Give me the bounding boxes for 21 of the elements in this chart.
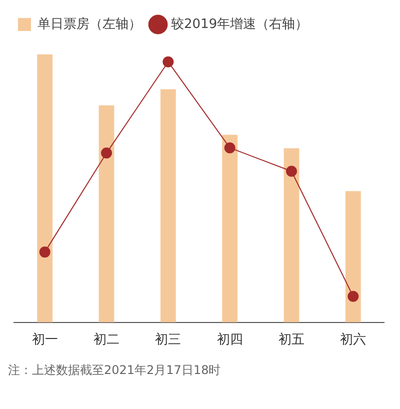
x-tick-label: 初五 bbox=[278, 332, 304, 348]
point bbox=[39, 246, 50, 258]
bar bbox=[98, 105, 114, 322]
bar bbox=[284, 148, 300, 322]
point bbox=[286, 166, 297, 177]
x-tick-label: 初一 bbox=[32, 332, 58, 348]
legend-label: 较2019年增速（右轴） bbox=[171, 16, 308, 32]
legend-label: 单日票房（左轴） bbox=[38, 16, 142, 32]
bar bbox=[345, 191, 361, 322]
bar bbox=[222, 134, 238, 322]
x-tick-label: 初四 bbox=[216, 332, 243, 348]
bar bbox=[160, 89, 176, 322]
x-tick-label: 初二 bbox=[94, 332, 120, 348]
text: 注：上述数据截至2021年2月17日18时 bbox=[8, 362, 222, 379]
point bbox=[101, 148, 112, 159]
bar bbox=[37, 54, 53, 322]
x-tick-label: 初三 bbox=[155, 332, 182, 348]
x-tick-label: 初六 bbox=[340, 332, 366, 348]
point bbox=[162, 56, 174, 68]
point bbox=[224, 142, 236, 154]
point bbox=[348, 290, 359, 302]
